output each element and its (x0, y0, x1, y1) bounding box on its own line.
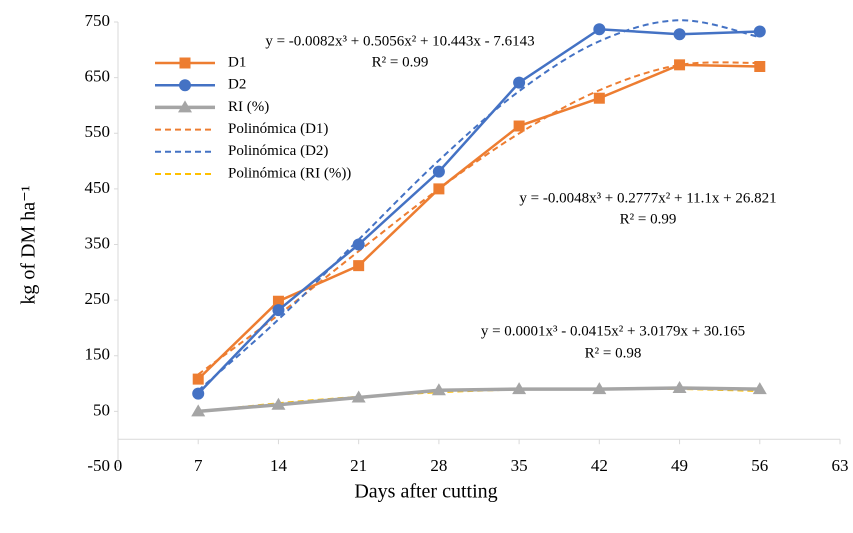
annotation: R² = 0.99 (372, 54, 429, 70)
y-tick-label: -50 (87, 456, 110, 475)
series-line (197, 27, 760, 395)
x-tick-label: 56 (751, 456, 768, 475)
x-tick-label: 28 (430, 456, 447, 475)
marker (179, 57, 191, 69)
marker (351, 390, 366, 403)
y-tick-label: 650 (85, 67, 111, 86)
marker (272, 304, 285, 317)
y-tick-label: 550 (85, 122, 111, 141)
trend-line (197, 19, 760, 392)
marker (674, 59, 686, 71)
legend-label: D2 (228, 77, 246, 93)
annotation: R² = 0.98 (585, 345, 642, 361)
marker (272, 295, 284, 307)
marker (673, 28, 686, 41)
x-tick-label: 7 (194, 456, 203, 475)
y-tick-label: 150 (85, 345, 111, 364)
marker (593, 92, 605, 104)
marker (191, 404, 206, 417)
marker (353, 260, 365, 272)
marker (432, 165, 445, 178)
annotation: y = -0.0048x³ + 0.2777x² + 11.1x + 26.82… (519, 190, 776, 206)
y-tick-label: 50 (93, 400, 110, 419)
y-tick-label: 750 (85, 11, 111, 30)
marker (513, 76, 526, 89)
annotation: y = 0.0001x³ - 0.0415x² + 3.0179x + 30.1… (481, 323, 745, 339)
legend-label: Polinómica (D2) (228, 143, 328, 159)
marker (192, 373, 204, 385)
annotation: y = -0.0082x³ + 0.5056x² + 10.443x - 7.6… (265, 33, 534, 49)
annotation: R² = 0.99 (620, 211, 677, 227)
marker (178, 100, 192, 113)
legend-label: Polinómica (D1) (228, 121, 328, 137)
y-tick-label: 450 (85, 178, 111, 197)
marker (512, 382, 527, 395)
y-tick-label: 250 (85, 289, 111, 308)
x-tick-label: 14 (270, 456, 288, 475)
x-tick-label: 21 (350, 456, 367, 475)
marker (753, 25, 766, 38)
legend-label: RI (%) (228, 99, 269, 115)
legend-label: D1 (228, 54, 246, 70)
x-tick-label: 63 (832, 456, 849, 475)
series-line (198, 386, 760, 414)
x-tick-label: 42 (591, 456, 608, 475)
x-axis-title: Days after cutting (354, 481, 497, 503)
y-axis-title: kg of DM ha⁻¹ (18, 185, 40, 304)
x-tick-label: 49 (671, 456, 688, 475)
marker (271, 397, 286, 410)
marker (593, 23, 606, 36)
trend-line (197, 61, 760, 376)
marker (752, 382, 767, 395)
marker (592, 382, 607, 395)
marker (672, 381, 687, 394)
marker (192, 387, 205, 400)
x-tick-label: 35 (511, 456, 528, 475)
marker (352, 238, 365, 251)
y-tick-label: 350 (85, 233, 111, 252)
legend-label: Polinómica (RI (%)) (228, 165, 351, 181)
x-tick-label: 0 (114, 456, 123, 475)
marker (179, 79, 191, 92)
series-line (197, 63, 760, 381)
marker (754, 61, 766, 72)
marker (513, 120, 525, 132)
marker (431, 383, 446, 396)
marker (433, 183, 445, 195)
